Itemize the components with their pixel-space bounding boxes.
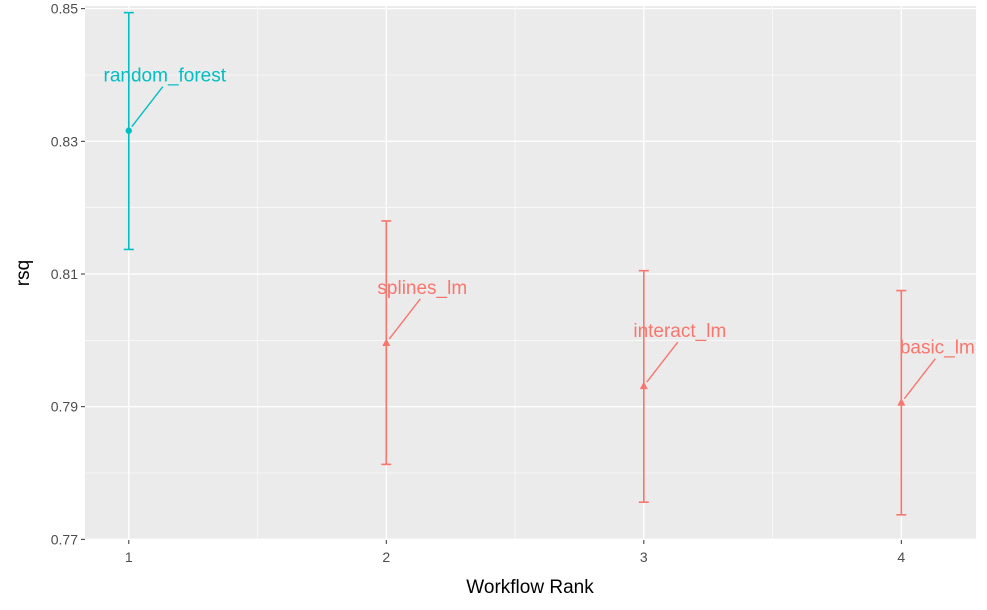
point-label: splines_lm (377, 278, 467, 299)
data-point (125, 127, 132, 134)
x-tick-label: 2 (382, 549, 390, 565)
workflow-splines_lm (381, 220, 392, 466)
x-tick-label: 1 (125, 549, 133, 565)
y-tick-label: 0.79 (51, 399, 78, 415)
data-point (382, 338, 391, 346)
point-label: basic_lm (900, 338, 975, 359)
data-point (897, 398, 906, 406)
minor-gridlines (85, 6, 976, 540)
x-tick-label: 3 (640, 549, 648, 565)
point-labels: random_forest splines_lm interact_lm basic_… (104, 66, 975, 400)
y-tick-label: 0.83 (51, 133, 78, 149)
x-axis-title: Workflow Rank (466, 577, 594, 598)
point-label: interact_lm (633, 321, 726, 342)
data-marks (123, 11, 907, 516)
label-leader-line (131, 86, 164, 128)
label-leader-line (388, 298, 421, 340)
workflow-basic_lm (896, 289, 907, 516)
point-label: random_forest (104, 66, 227, 87)
plot-panel (85, 6, 976, 540)
label-leader-line (646, 341, 679, 383)
y-axis: 0.77 0.79 0.81 0.83 0.85 (51, 1, 85, 547)
y-tick-label: 0.77 (51, 531, 78, 547)
workflow-random_forest (123, 11, 134, 251)
x-axis: 1 2 3 4 (125, 540, 905, 565)
workflow-interact_lm (638, 269, 649, 503)
x-tick-label: 4 (897, 549, 905, 565)
y-axis-title: rsq (13, 260, 34, 286)
data-point (639, 381, 648, 390)
y-tick-label: 0.85 (51, 1, 78, 17)
y-tick-label: 0.81 (51, 266, 78, 282)
label-leader-line (903, 358, 936, 400)
